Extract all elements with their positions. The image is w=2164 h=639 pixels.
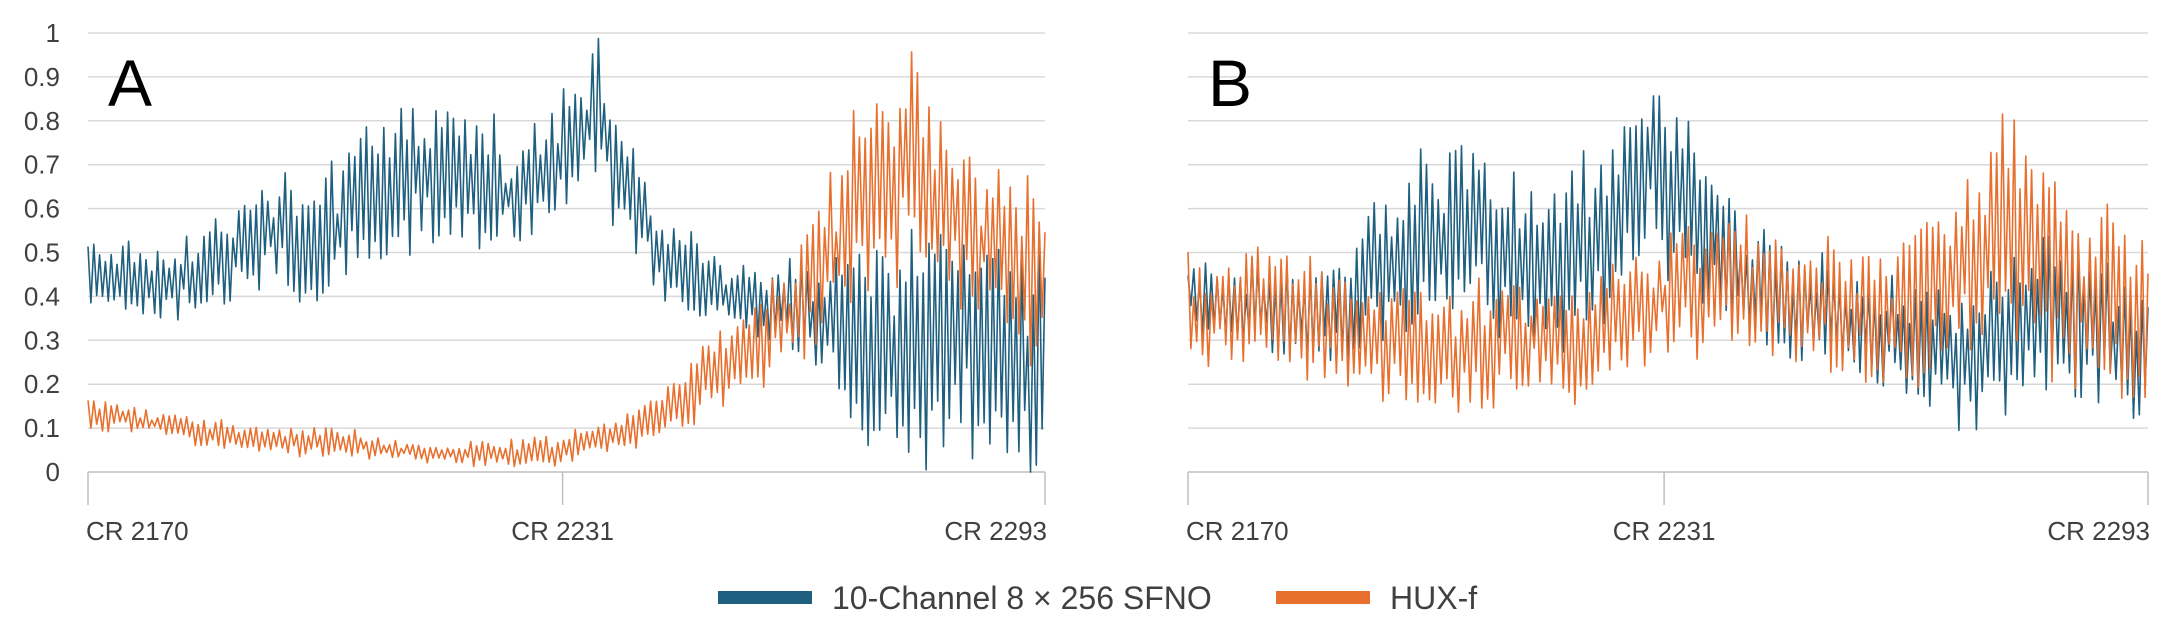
x-tick-label: CR 2293 xyxy=(2047,516,2150,546)
y-tick-label: 0.1 xyxy=(24,413,60,443)
series-line-sfno xyxy=(87,37,1046,473)
panel-label: A xyxy=(108,46,152,120)
legend-swatch-sfno xyxy=(718,591,812,604)
x-tick-label: CR 2231 xyxy=(511,516,614,546)
y-tick-label: 0.2 xyxy=(24,369,60,399)
x-tick-label: CR 2231 xyxy=(1613,516,1716,546)
chart-panel-a: 0 0.1 0.2 0.3 0.4 0.5 0.6 0.7 0.8 0.9 1 CR 2170 CR 2… xyxy=(24,18,1047,546)
y-tick-label: 0.8 xyxy=(24,106,60,136)
y-tick-label: 0.3 xyxy=(24,325,60,355)
y-tick-label: 0.5 xyxy=(24,238,60,268)
y-tick-label: 0.7 xyxy=(24,150,60,180)
chart-panel-b: CR 2170 CR 2231 CR 2293 B xyxy=(1186,32,2150,546)
legend-label-hux: HUX-f xyxy=(1390,580,1477,616)
y-tick-label: 0 xyxy=(46,457,60,487)
panel-label: B xyxy=(1208,46,1252,120)
legend: 10-Channel 8 × 256 SFNO HUX-f xyxy=(718,580,1477,616)
y-tick-label: 0.6 xyxy=(24,194,60,224)
x-tick-label: CR 2170 xyxy=(1186,516,1289,546)
series-line-hux xyxy=(1187,113,2149,414)
series-line-hux xyxy=(87,51,1046,468)
legend-label-sfno: 10-Channel 8 × 256 SFNO xyxy=(832,580,1212,616)
series-line-sfno xyxy=(1187,95,2149,432)
x-tick-label: CR 2170 xyxy=(86,516,189,546)
legend-swatch-hux xyxy=(1276,591,1370,604)
y-tick-label: 1 xyxy=(46,18,60,48)
y-tick-label: 0.4 xyxy=(24,281,60,311)
x-tick-label: CR 2293 xyxy=(944,516,1047,546)
y-tick-label: 0.9 xyxy=(24,62,60,92)
